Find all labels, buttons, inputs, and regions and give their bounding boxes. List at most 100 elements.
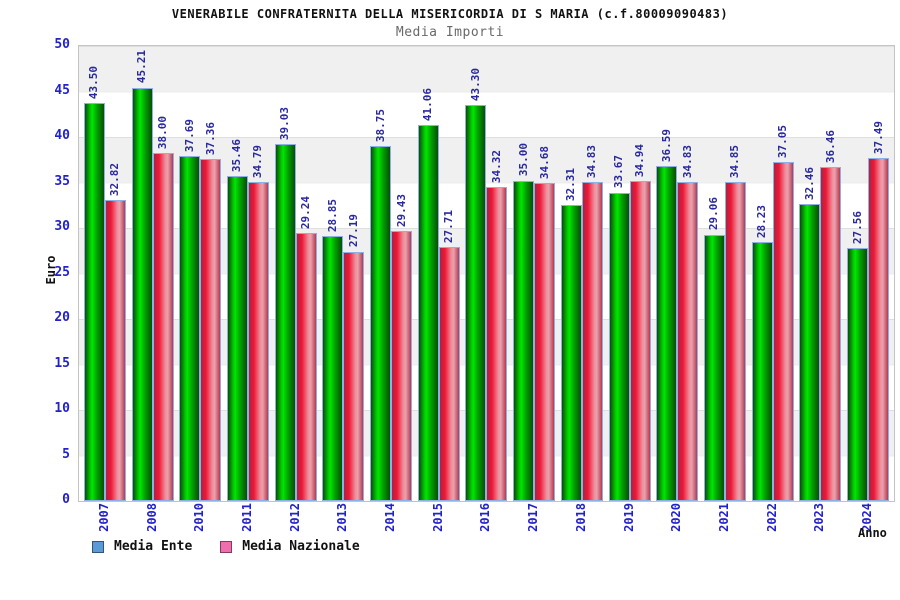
- x-tick-label: 2018: [573, 503, 588, 532]
- bar-media-ente-2008: [131, 87, 153, 501]
- bar-wrap: 37.05: [772, 125, 794, 501]
- bar-group-2020: 36.59 34.83: [653, 129, 701, 501]
- legend-label: Media Nazionale: [242, 539, 360, 554]
- bar-wrap: 36.59: [656, 128, 678, 501]
- x-tick-cell: 2007: [80, 503, 128, 543]
- bar-value-label: 33.67: [612, 155, 626, 189]
- x-tick-label: 2010: [192, 503, 207, 532]
- bar-value-label: 27.56: [850, 211, 864, 245]
- bar-group-2007: 43.50 32.82: [81, 66, 129, 501]
- bar-wrap: 29.43: [391, 194, 413, 501]
- x-axis-title: Anno: [858, 526, 887, 540]
- bar-value-label: 32.82: [108, 163, 122, 197]
- legend-swatch-media-ente-icon: [92, 540, 104, 553]
- bar-wrap: 37.36: [200, 122, 222, 501]
- x-tick-cell: 2019: [605, 503, 653, 543]
- x-tick-cell: 2018: [557, 503, 605, 543]
- x-tick-cell: 2022: [748, 503, 796, 543]
- bar-wrap: 34.32: [486, 149, 508, 501]
- bar-wrap: 28.85: [322, 199, 344, 501]
- bar-value-label: 36.59: [659, 128, 673, 163]
- bar-media-nazionale-2018: [581, 182, 603, 501]
- bar-wrap: 27.71: [438, 210, 460, 501]
- bar-value-label: 35.00: [516, 143, 530, 177]
- bar-media-ente-2015: [417, 125, 439, 501]
- bar-wrap: 34.83: [581, 144, 603, 501]
- x-tick-cell: 2017: [509, 503, 557, 543]
- bar-wrap: 32.31: [560, 167, 582, 501]
- bar-media-ente-2019: [608, 192, 630, 501]
- bar-media-nazionale-2011: [247, 182, 269, 501]
- bar-wrap: 27.56: [847, 211, 869, 501]
- bar-group-2017: 35.00 34.68: [510, 143, 558, 501]
- y-tick-label: 15: [54, 355, 70, 371]
- bar-group-2014: 38.75 29.43: [367, 109, 415, 501]
- x-tick-cell: 2016: [462, 503, 510, 543]
- bar-wrap: 37.49: [868, 121, 890, 501]
- bar-group-2018: 32.31 34.83: [558, 145, 606, 501]
- x-tick-label: 2023: [812, 503, 827, 532]
- y-tick-label: 35: [54, 173, 70, 189]
- bar-group-2016: 43.30 34.32: [463, 68, 511, 501]
- bar-media-ente-2022: [751, 242, 773, 501]
- legend: Media Ente Media Nazionale: [92, 539, 360, 554]
- x-axis-ticks: 2007 2008 2010 2011 2012 2013 2014 2015 2016 2017…: [78, 503, 893, 543]
- x-tick-label: 2019: [621, 503, 636, 532]
- x-tick-label: 2013: [335, 503, 350, 532]
- bar-value-label: 34.68: [537, 146, 551, 180]
- x-tick-label: 2021: [716, 503, 731, 532]
- bar-value-label: 43.50: [87, 66, 101, 100]
- bar-value-label: 43.30: [468, 67, 482, 101]
- bar-value-label: 45.21: [135, 50, 149, 84]
- bar-media-ente-2020: [656, 166, 678, 501]
- x-tick-cell: 2012: [271, 503, 319, 543]
- bar-value-label: 28.23: [755, 204, 769, 239]
- bar-wrap: 29.24: [295, 196, 317, 501]
- x-tick-cell: 2008: [128, 503, 176, 543]
- bar-value-label: 28.85: [325, 199, 339, 233]
- bar-value-label: 34.83: [585, 144, 599, 179]
- bar-media-nazionale-2021: [724, 181, 746, 501]
- y-tick-label: 40: [54, 128, 70, 143]
- x-tick-label: 2007: [96, 503, 111, 532]
- bar-value-label: 27.19: [346, 214, 360, 248]
- bar-wrap: 36.46: [820, 130, 842, 501]
- x-tick-cell: 2013: [319, 503, 367, 543]
- bar-wrap: 34.68: [534, 146, 556, 501]
- bar-media-ente-2016: [465, 104, 487, 501]
- bar-media-nazionale-2008: [152, 153, 174, 501]
- bar-media-ente-2024: [847, 248, 869, 501]
- x-tick-cell: 2011: [223, 503, 271, 543]
- bar-media-nazionale-2016: [486, 186, 508, 501]
- bar-media-nazionale-2013: [343, 251, 365, 501]
- y-tick-label: 5: [62, 446, 70, 462]
- bar-media-nazionale-2015: [438, 246, 460, 501]
- bar-value-label: 34.94: [633, 143, 647, 178]
- bar-media-nazionale-2020: [677, 182, 699, 501]
- bar-group-2008: 45.21 38.00: [129, 50, 177, 501]
- bar-media-nazionale-2024: [868, 157, 890, 501]
- bar-group-2013: 28.85 27.19: [320, 199, 368, 501]
- bar-value-label: 34.32: [489, 149, 503, 183]
- x-tick-cell: 2020: [652, 503, 700, 543]
- bar-media-nazionale-2007: [104, 200, 126, 501]
- bar-value-label: 38.00: [156, 116, 170, 150]
- bar-wrap: 39.03: [274, 107, 296, 501]
- bar-wrap: 32.46: [799, 167, 821, 501]
- y-tick-label: 0: [62, 492, 70, 507]
- bar-media-ente-2011: [226, 176, 248, 501]
- x-tick-label: 2008: [144, 503, 159, 532]
- bar-group-2022: 28.23 37.05: [749, 125, 797, 501]
- y-tick-label: 25: [54, 264, 70, 280]
- bar-value-label: 35.46: [230, 139, 244, 173]
- x-tick-cell: 2014: [366, 503, 414, 543]
- bar-media-ente-2021: [703, 234, 725, 501]
- bar-wrap: 38.75: [370, 109, 392, 501]
- bar-value-label: 32.31: [564, 167, 578, 201]
- legend-item-media-ente: Media Ente: [92, 539, 192, 554]
- bar-media-nazionale-2022: [772, 161, 794, 501]
- legend-swatch-media-nazionale-icon: [220, 540, 233, 553]
- bar-wrap: 34.94: [629, 143, 651, 501]
- bar-group-2015: 41.06 27.71: [415, 88, 463, 501]
